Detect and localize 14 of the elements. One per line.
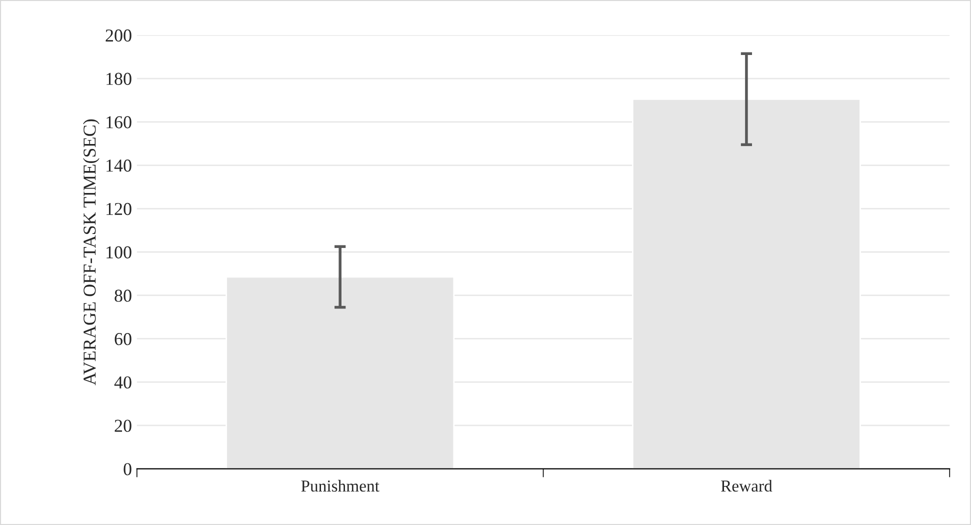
y-tick-label: 40 [114, 376, 132, 389]
y-tick-label: 20 [114, 420, 132, 432]
y-tick-label: 80 [114, 290, 132, 302]
y-tick-label: 200 [106, 29, 132, 42]
y-tick-label: 160 [106, 116, 132, 128]
y-axis-title: AVERAGE OFF-TASK TIME(SEC) [83, 119, 100, 386]
x-tick-label: Punishment [301, 480, 380, 492]
y-tick-label: 100 [106, 246, 132, 258]
y-tick-label: 60 [114, 332, 132, 346]
x-tick-label: Reward [721, 480, 772, 492]
y-tick-label: 0 [124, 463, 132, 476]
y-tick-label: 140 [106, 160, 132, 172]
y-tick-label: 180 [106, 72, 132, 85]
y-tick-label: 120 [106, 202, 132, 216]
